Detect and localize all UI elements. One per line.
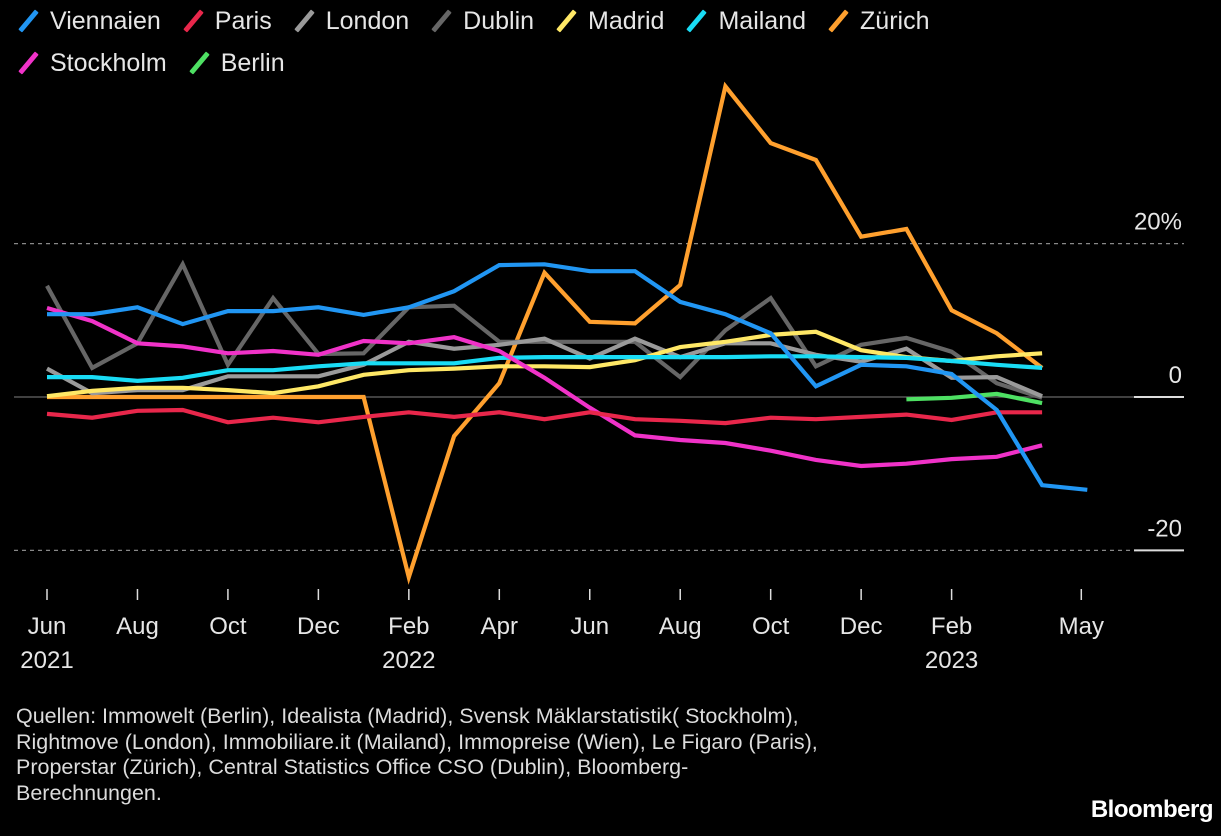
series-lines xyxy=(45,81,1088,585)
x-tick-label: Aug xyxy=(659,613,702,640)
legend-swatch-icon xyxy=(189,52,211,74)
legend-item: Viennaien xyxy=(18,7,161,36)
source-line: Rightmove (London), Immobiliare.it (Mail… xyxy=(16,729,818,754)
legend-label: Zürich xyxy=(860,6,930,35)
legend-item: Paris xyxy=(183,7,272,36)
x-tick-label: Dec xyxy=(297,613,340,640)
x-tick-year-label: 2023 xyxy=(925,647,978,674)
x-tick-year-label: 2022 xyxy=(382,647,435,674)
legend-label: Berlin xyxy=(220,48,285,77)
series-line-paris xyxy=(46,407,1043,426)
series-line-berlin xyxy=(906,391,1043,406)
x-axis: Jun 2021 Aug Oct Dec Feb 2022 Apr Jun Aug Oct Dec Fe… xyxy=(20,589,1104,674)
legend-label: Paris xyxy=(214,6,272,35)
legend-item: Stockholm xyxy=(18,49,167,78)
legend-swatch-icon xyxy=(18,10,40,32)
series-line-viennaien xyxy=(47,262,1088,492)
x-tick-label: Oct xyxy=(752,613,790,640)
series-line-madrid xyxy=(46,329,1043,399)
series-line-stockholm xyxy=(46,305,1043,469)
legend-label: London xyxy=(325,6,410,35)
series-line-zrich xyxy=(47,81,1044,585)
legend-swatch-icon xyxy=(686,10,708,32)
source-note: Quellen: Immowelt (Berlin), Idealista (M… xyxy=(16,704,1016,806)
legend: Viennaien Paris London Dublin Madrid Mailand Z… xyxy=(18,0,1168,84)
y-axis: 20% 0 -20 xyxy=(1134,209,1182,543)
legend-label: Dublin xyxy=(463,6,535,35)
x-tick-label: Aug xyxy=(116,613,159,640)
y-tick-label: 0 xyxy=(1169,362,1182,389)
x-tick-label: Oct xyxy=(209,613,247,640)
legend-label: Madrid xyxy=(588,6,665,35)
x-tick-label: Jun xyxy=(570,613,609,640)
legend-item: London xyxy=(294,7,409,36)
x-tick-label: Feb xyxy=(388,613,429,640)
source-line: Properstar (Zürich), Central Statistics … xyxy=(16,755,689,779)
x-tick-label: Feb xyxy=(931,613,972,640)
legend-item: Madrid xyxy=(556,7,664,36)
legend-item: Dublin xyxy=(431,7,534,36)
x-tick-label: May xyxy=(1059,613,1104,640)
source-line: Berechnungen. xyxy=(16,780,162,805)
x-tick-year-label: 2021 xyxy=(20,647,73,674)
legend-label: Stockholm xyxy=(50,48,167,77)
legend-swatch-icon xyxy=(431,10,453,32)
x-tick-label: Apr xyxy=(481,613,518,640)
series-line-dublin xyxy=(45,259,1043,400)
legend-label: Viennaien xyxy=(50,6,161,35)
series-line-mailand xyxy=(47,354,1043,384)
x-tick-label: Dec xyxy=(840,613,883,640)
source-line: Quellen: Immowelt (Berlin), Idealista (M… xyxy=(16,704,799,728)
x-tick-label: Jun xyxy=(28,613,67,640)
y-tick-label: 20% xyxy=(1134,209,1182,236)
legend-item: Zürich xyxy=(828,7,929,36)
legend-row: Stockholm Berlin xyxy=(18,42,1168,84)
line-chart: 20% 0 -20 Jun 2021 Aug Oct Dec Feb 2022 Apr Jun Aug… xyxy=(14,81,1184,674)
bloomberg-logo: Bloomberg xyxy=(1090,796,1214,823)
legend-swatch-icon xyxy=(556,10,578,32)
legend-label: Mailand xyxy=(718,6,807,35)
legend-swatch-icon xyxy=(183,10,205,32)
legend-swatch-icon xyxy=(294,10,316,32)
legend-swatch-icon xyxy=(18,52,40,74)
legend-swatch-icon xyxy=(828,10,850,32)
legend-row: Viennaien Paris London Dublin Madrid Mailand Z… xyxy=(18,0,1168,42)
y-tick-label: -20 xyxy=(1147,515,1182,542)
legend-item: Berlin xyxy=(189,49,285,78)
legend-item: Mailand xyxy=(686,7,806,36)
